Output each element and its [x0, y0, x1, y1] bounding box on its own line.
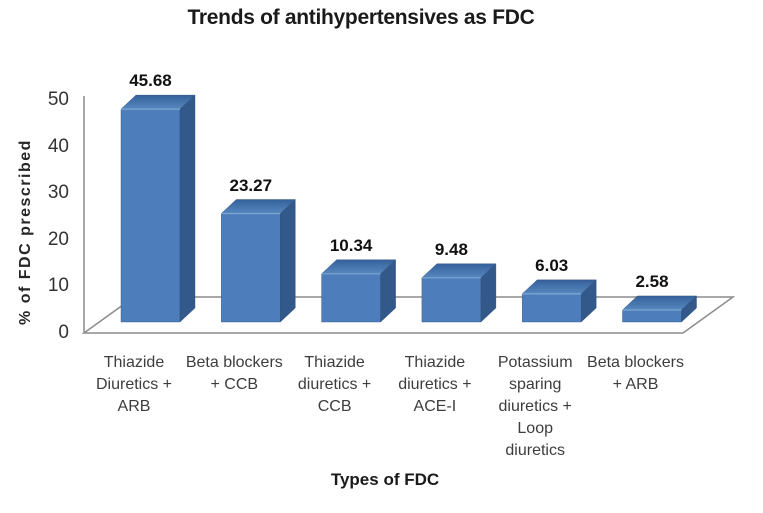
floor-plane	[81, 296, 736, 334]
value-label-5: 2.58	[635, 271, 669, 291]
bar-front-2	[321, 273, 381, 323]
bar-side-2	[380, 259, 396, 323]
bar-front-3	[421, 277, 482, 323]
y-tick-label-50: 50	[47, 89, 69, 110]
value-label-4: 6.03	[535, 255, 569, 275]
category-label-0: Thiazide Diuretics + ARB	[95, 354, 173, 415]
value-label-1: 23.27	[229, 175, 273, 195]
bar-front-0	[120, 108, 181, 323]
value-label-0: 45.68	[129, 71, 172, 91]
y-tick-label-20: 20	[47, 228, 69, 250]
bar-side-1	[280, 199, 296, 323]
bar-front-5	[622, 309, 682, 323]
chart-title: Trends of antihypertensives as FDC	[187, 6, 535, 29]
bar-side-0	[179, 94, 196, 323]
bar-front-4	[522, 293, 582, 323]
y-tick-label-40: 40	[47, 135, 69, 157]
y-tick-label-0: 0	[58, 322, 69, 343]
bar-side-4	[581, 279, 597, 323]
y-tick-label-10: 10	[47, 275, 69, 297]
category-label-5: Beta blockers + ARB	[587, 354, 684, 393]
x-axis-title: Types of FDC	[330, 470, 440, 489]
bar-side-5	[681, 295, 697, 323]
category-label-3: Thiazide diuretics + ACE-I	[398, 354, 472, 415]
bar-front-1	[221, 213, 281, 323]
value-label-3: 9.48	[434, 239, 468, 259]
category-label-4: Potassium sparing diuretics + Loop diure…	[497, 354, 573, 459]
value-label-2: 10.34	[329, 235, 373, 255]
category-label-2: Thiazide diuretics + CCB	[297, 354, 372, 415]
y-tick-label-30: 30	[47, 182, 69, 204]
category-label-1: Beta blockers + CCB	[185, 354, 283, 393]
bar-side-3	[480, 263, 497, 323]
